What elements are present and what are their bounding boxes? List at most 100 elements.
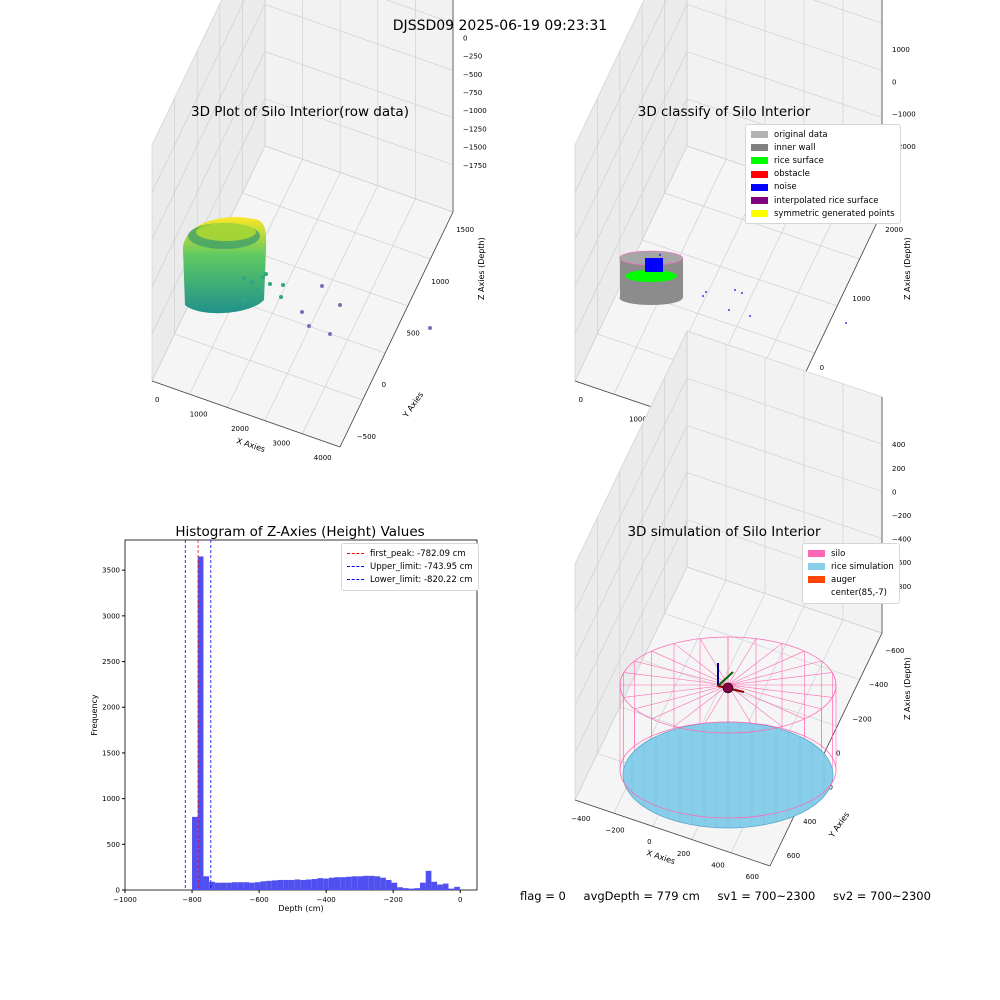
classify-gridline <box>812 0 883 24</box>
classify-z-tick-label: −1000 <box>892 111 916 119</box>
raw-gridline <box>242 192 431 260</box>
sim-x-axis-line <box>574 799 771 867</box>
raw-y-axis-line <box>339 211 454 448</box>
histogram-bar <box>414 888 421 890</box>
raw-gridline <box>264 145 454 213</box>
legend-swatch <box>808 576 825 584</box>
classify-gridline <box>686 51 883 118</box>
sim-silo-spoke <box>727 660 822 686</box>
histogram-bar <box>328 877 335 890</box>
raw-pane-back <box>265 0 453 212</box>
sim-gridline <box>664 613 860 680</box>
raw-data-point <box>256 288 260 292</box>
histogram-bar <box>294 879 301 890</box>
histogram-bar <box>311 879 318 890</box>
panel-title-classify: 3D classify of Silo Interior <box>637 104 811 120</box>
sim-y-tick-label: 0 <box>836 750 840 758</box>
raw-y-tick-label: 500 <box>407 330 420 338</box>
classify-x-tick-label: 0 <box>578 396 582 404</box>
histogram-bar <box>277 879 284 890</box>
legend-label: interpolated rice surface <box>774 195 879 206</box>
legend-entry: obstacle <box>751 168 895 181</box>
sim-silo-bottom-rim <box>619 721 837 819</box>
raw-z-tick-label: −250 <box>463 53 482 61</box>
raw-x-tick-label: 0 <box>155 396 159 404</box>
histogram-bar <box>214 882 221 890</box>
histogram-bar <box>249 882 255 890</box>
classify-noise-point <box>749 315 751 317</box>
sim-pane-left <box>575 331 687 800</box>
raw-gridline <box>264 4 454 71</box>
raw-y-axis-label: Y Axies <box>401 390 426 420</box>
histogram-bar <box>226 882 232 890</box>
classify-noise-point <box>845 322 847 324</box>
classify-legend: original data inner wall rice surface ob… <box>745 124 901 225</box>
legend-swatch <box>751 170 768 178</box>
sim-silo-spoke <box>673 684 729 727</box>
raw-outlier-point <box>338 303 342 307</box>
histogram-x-tick-label: −200 <box>384 896 403 904</box>
legend-label: silo <box>831 548 846 559</box>
raw-gridline <box>151 0 245 193</box>
classify-gridline <box>574 51 688 287</box>
sim-rice-mesh <box>631 722 825 828</box>
classify-noise-point <box>734 289 736 291</box>
sim-y-tick-label: −200 <box>852 715 871 723</box>
legend-entry: center(85,-7) <box>808 587 894 600</box>
raw-outlier-point <box>320 284 324 288</box>
legend-swatch <box>751 131 768 139</box>
raw-z-tick-label: −1000 <box>463 107 487 115</box>
sim-gridline <box>574 519 688 753</box>
sim-z-tick-label: −400 <box>892 536 911 544</box>
sim-gridline <box>686 566 883 634</box>
sim-silo-spoke <box>727 650 805 686</box>
sim-silo-spoke <box>623 672 729 686</box>
sim-gridline <box>574 566 688 801</box>
histogram-bar <box>380 877 386 890</box>
legend-entry: auger <box>808 573 894 586</box>
classify-noise-point <box>741 292 743 294</box>
legend-entry: rice simulation <box>808 560 894 573</box>
sim-y-tick-label: 600 <box>787 852 800 860</box>
raw-z-axis-label: Z Axies (Depth) <box>477 237 486 300</box>
legend-entry: first_peak: -782.09 cm <box>347 547 473 560</box>
classify-gridline <box>574 0 667 193</box>
sim-x-tick-label: 400 <box>711 861 724 869</box>
legend-swatch <box>808 550 825 558</box>
classify-noise-point <box>728 309 730 311</box>
classify-noise-point <box>705 291 707 293</box>
raw-gridline <box>385 0 454 24</box>
raw-outlier-point <box>428 326 432 330</box>
histogram-bar <box>425 870 432 890</box>
legend-line <box>347 553 364 555</box>
histogram-bar <box>243 882 250 890</box>
legend-label: obstacle <box>774 169 810 180</box>
sim-z-tick-label: −200 <box>892 512 911 520</box>
raw-data-point <box>238 290 242 294</box>
raw-gridline <box>174 333 363 401</box>
classify-z-tick-label: 0 <box>892 78 896 86</box>
histogram-bar <box>363 875 369 890</box>
sim-silo-spoke <box>651 650 729 686</box>
legend-label: Lower_limit: -820.22 cm <box>370 574 473 585</box>
histogram-bar <box>402 888 409 890</box>
raw-x-tick-label: 1000 <box>190 410 208 418</box>
avg-depth-text: avgDepth = 779 cm <box>583 889 700 903</box>
classify-z-axis-label: Z Axies (Depth) <box>903 237 912 300</box>
histogram-bar <box>260 881 267 890</box>
histogram-bar <box>231 882 238 890</box>
histogram-bar <box>266 880 272 890</box>
sim-grid <box>574 330 883 867</box>
sv2-text: sv2 = 700~2300 <box>833 889 931 903</box>
legend-line <box>347 579 364 581</box>
histogram-x-tick-label: −800 <box>182 896 201 904</box>
histogram-bar <box>374 876 381 890</box>
classify-gridline <box>664 192 860 260</box>
histogram-x-tick-label: −400 <box>317 896 336 904</box>
histogram-y-tick-label: 1000 <box>102 795 120 803</box>
sim-z-tick-label: 200 <box>892 465 905 473</box>
sim-silo-spoke <box>651 684 729 720</box>
sim-y-tick-label: −600 <box>885 647 904 655</box>
classify-rice-surface <box>625 270 677 282</box>
legend-label: inner wall <box>774 142 816 153</box>
